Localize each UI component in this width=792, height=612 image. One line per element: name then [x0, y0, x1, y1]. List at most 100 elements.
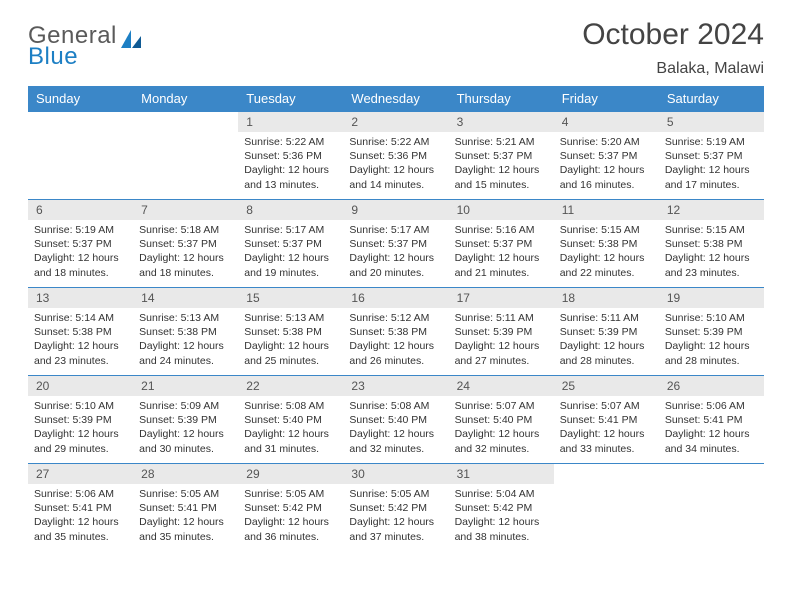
- day-detail-line: and 26 minutes.: [349, 354, 442, 368]
- day-number: 30: [343, 464, 448, 484]
- day-detail-line: Daylight: 12 hours: [455, 427, 548, 441]
- calendar-cell: 12Sunrise: 5:15 AMSunset: 5:38 PMDayligh…: [659, 200, 764, 288]
- day-detail-line: and 25 minutes.: [244, 354, 337, 368]
- calendar-cell: 10Sunrise: 5:16 AMSunset: 5:37 PMDayligh…: [449, 200, 554, 288]
- day-detail-line: Sunset: 5:39 PM: [560, 325, 653, 339]
- day-detail-line: and 30 minutes.: [139, 442, 232, 456]
- day-number: 15: [238, 288, 343, 308]
- day-detail-line: Sunrise: 5:22 AM: [244, 135, 337, 149]
- day-details: [133, 118, 238, 124]
- sail-icon: [119, 28, 143, 55]
- day-detail-line: Sunset: 5:37 PM: [139, 237, 232, 251]
- calendar-cell: 22Sunrise: 5:08 AMSunset: 5:40 PMDayligh…: [238, 376, 343, 464]
- calendar-cell: 7Sunrise: 5:18 AMSunset: 5:37 PMDaylight…: [133, 200, 238, 288]
- day-details: Sunrise: 5:06 AMSunset: 5:41 PMDaylight:…: [28, 484, 133, 547]
- day-number: 3: [449, 112, 554, 132]
- calendar-cell: 17Sunrise: 5:11 AMSunset: 5:39 PMDayligh…: [449, 288, 554, 376]
- day-detail-line: Sunrise: 5:14 AM: [34, 311, 127, 325]
- logo: General Blue: [28, 18, 143, 68]
- logo-word-2: Blue: [28, 46, 117, 68]
- day-detail-line: Sunrise: 5:17 AM: [244, 223, 337, 237]
- day-detail-line: Sunset: 5:37 PM: [244, 237, 337, 251]
- day-detail-line: Daylight: 12 hours: [665, 339, 758, 353]
- calendar-header-row: Sunday Monday Tuesday Wednesday Thursday…: [28, 86, 764, 112]
- calendar-cell: 4Sunrise: 5:20 AMSunset: 5:37 PMDaylight…: [554, 112, 659, 200]
- day-details: Sunrise: 5:19 AMSunset: 5:37 PMDaylight:…: [659, 132, 764, 195]
- day-detail-line: Daylight: 12 hours: [349, 163, 442, 177]
- day-detail-line: Sunrise: 5:15 AM: [560, 223, 653, 237]
- day-number: 14: [133, 288, 238, 308]
- calendar-week-row: 6Sunrise: 5:19 AMSunset: 5:37 PMDaylight…: [28, 200, 764, 288]
- calendar-cell: 28Sunrise: 5:05 AMSunset: 5:41 PMDayligh…: [133, 464, 238, 552]
- calendar-week-row: 1Sunrise: 5:22 AMSunset: 5:36 PMDaylight…: [28, 112, 764, 200]
- calendar-cell: 25Sunrise: 5:07 AMSunset: 5:41 PMDayligh…: [554, 376, 659, 464]
- day-number: 20: [28, 376, 133, 396]
- day-detail-line: and 23 minutes.: [665, 266, 758, 280]
- day-detail-line: Sunset: 5:41 PM: [139, 501, 232, 515]
- day-detail-line: Sunset: 5:42 PM: [244, 501, 337, 515]
- day-detail-line: Sunset: 5:38 PM: [349, 325, 442, 339]
- day-detail-line: Sunset: 5:39 PM: [455, 325, 548, 339]
- day-details: Sunrise: 5:11 AMSunset: 5:39 PMDaylight:…: [554, 308, 659, 371]
- page: General Blue October 2024 Balaka, Malawi…: [0, 0, 792, 562]
- calendar-cell: 24Sunrise: 5:07 AMSunset: 5:40 PMDayligh…: [449, 376, 554, 464]
- day-details: Sunrise: 5:06 AMSunset: 5:41 PMDaylight:…: [659, 396, 764, 459]
- calendar-cell: 26Sunrise: 5:06 AMSunset: 5:41 PMDayligh…: [659, 376, 764, 464]
- day-details: Sunrise: 5:11 AMSunset: 5:39 PMDaylight:…: [449, 308, 554, 371]
- day-detail-line: Sunrise: 5:10 AM: [665, 311, 758, 325]
- day-details: Sunrise: 5:17 AMSunset: 5:37 PMDaylight:…: [238, 220, 343, 283]
- day-details: [28, 118, 133, 124]
- day-detail-line: Daylight: 12 hours: [560, 339, 653, 353]
- day-number: 17: [449, 288, 554, 308]
- calendar-cell: 18Sunrise: 5:11 AMSunset: 5:39 PMDayligh…: [554, 288, 659, 376]
- day-detail-line: and 35 minutes.: [139, 530, 232, 544]
- day-detail-line: Daylight: 12 hours: [139, 339, 232, 353]
- day-number: 11: [554, 200, 659, 220]
- calendar-cell: 8Sunrise: 5:17 AMSunset: 5:37 PMDaylight…: [238, 200, 343, 288]
- day-detail-line: Daylight: 12 hours: [455, 339, 548, 353]
- day-detail-line: Sunset: 5:37 PM: [560, 149, 653, 163]
- day-detail-line: and 29 minutes.: [34, 442, 127, 456]
- day-detail-line: Daylight: 12 hours: [665, 163, 758, 177]
- day-details: Sunrise: 5:22 AMSunset: 5:36 PMDaylight:…: [238, 132, 343, 195]
- header: General Blue October 2024 Balaka, Malawi: [28, 18, 764, 80]
- day-detail-line: and 28 minutes.: [560, 354, 653, 368]
- day-detail-line: Sunrise: 5:11 AM: [455, 311, 548, 325]
- calendar-table: Sunday Monday Tuesday Wednesday Thursday…: [28, 86, 764, 552]
- day-detail-line: and 24 minutes.: [139, 354, 232, 368]
- day-details: Sunrise: 5:10 AMSunset: 5:39 PMDaylight:…: [659, 308, 764, 371]
- day-details: Sunrise: 5:08 AMSunset: 5:40 PMDaylight:…: [343, 396, 448, 459]
- day-number: 31: [449, 464, 554, 484]
- day-detail-line: and 17 minutes.: [665, 178, 758, 192]
- day-detail-line: Sunrise: 5:07 AM: [455, 399, 548, 413]
- day-detail-line: Sunset: 5:38 PM: [560, 237, 653, 251]
- day-number: 24: [449, 376, 554, 396]
- day-number: 22: [238, 376, 343, 396]
- day-details: Sunrise: 5:13 AMSunset: 5:38 PMDaylight:…: [133, 308, 238, 371]
- day-details: Sunrise: 5:15 AMSunset: 5:38 PMDaylight:…: [554, 220, 659, 283]
- day-detail-line: Daylight: 12 hours: [34, 515, 127, 529]
- day-detail-line: Daylight: 12 hours: [455, 163, 548, 177]
- title-location: Balaka, Malawi: [582, 60, 764, 78]
- day-number: 6: [28, 200, 133, 220]
- day-detail-line: and 23 minutes.: [34, 354, 127, 368]
- day-detail-line: Sunset: 5:36 PM: [244, 149, 337, 163]
- day-details: Sunrise: 5:04 AMSunset: 5:42 PMDaylight:…: [449, 484, 554, 547]
- day-header: Friday: [554, 86, 659, 112]
- calendar-week-row: 13Sunrise: 5:14 AMSunset: 5:38 PMDayligh…: [28, 288, 764, 376]
- day-header: Tuesday: [238, 86, 343, 112]
- day-detail-line: and 22 minutes.: [560, 266, 653, 280]
- day-details: [659, 470, 764, 476]
- day-detail-line: Sunrise: 5:07 AM: [560, 399, 653, 413]
- calendar-week-row: 20Sunrise: 5:10 AMSunset: 5:39 PMDayligh…: [28, 376, 764, 464]
- day-detail-line: Daylight: 12 hours: [349, 427, 442, 441]
- day-details: Sunrise: 5:18 AMSunset: 5:37 PMDaylight:…: [133, 220, 238, 283]
- day-detail-line: and 14 minutes.: [349, 178, 442, 192]
- day-details: Sunrise: 5:07 AMSunset: 5:40 PMDaylight:…: [449, 396, 554, 459]
- calendar-cell: 21Sunrise: 5:09 AMSunset: 5:39 PMDayligh…: [133, 376, 238, 464]
- day-detail-line: Sunset: 5:38 PM: [34, 325, 127, 339]
- day-detail-line: Daylight: 12 hours: [455, 515, 548, 529]
- day-detail-line: Sunrise: 5:05 AM: [349, 487, 442, 501]
- day-number: 25: [554, 376, 659, 396]
- day-detail-line: Sunset: 5:40 PM: [455, 413, 548, 427]
